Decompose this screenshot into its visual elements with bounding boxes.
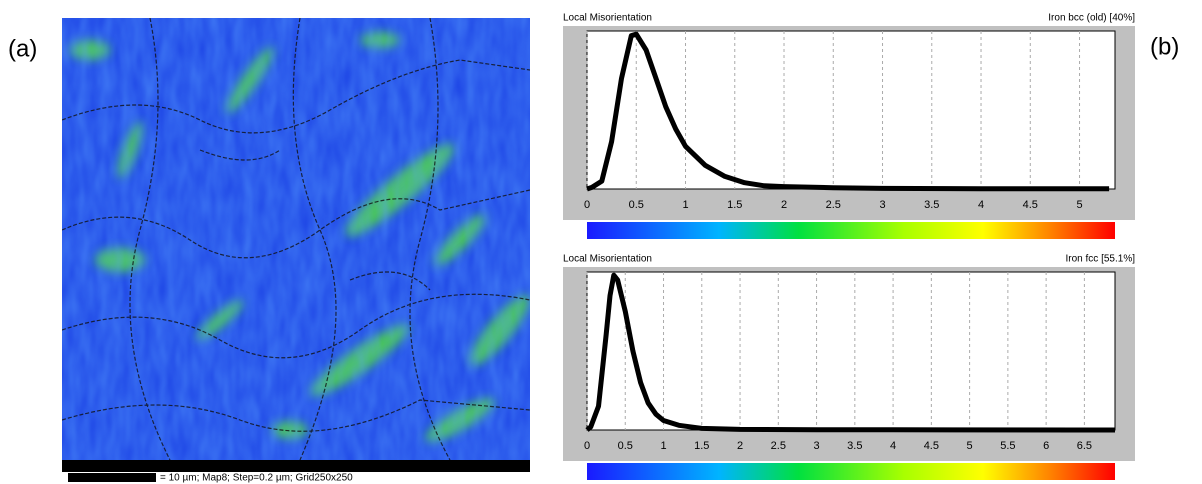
x-tick-label: 1 <box>660 440 666 452</box>
scale-bar <box>68 473 156 482</box>
plot-area <box>586 271 1116 431</box>
x-tick-label: 2 <box>737 440 743 452</box>
x-tick-label: 3.5 <box>847 440 862 452</box>
chart-title: Local Misorientation <box>563 13 652 24</box>
chart-title: Local Misorientation <box>563 254 652 265</box>
x-tick-label: 3.5 <box>924 199 939 211</box>
distribution-line <box>585 272 1116 433</box>
x-tick-label: 2.5 <box>771 440 786 452</box>
color-bar <box>587 463 1115 480</box>
x-tick-label: 1.5 <box>727 199 742 211</box>
map-footer <box>62 460 530 472</box>
x-tick-label: 6 <box>1043 440 1049 452</box>
distribution-line <box>586 31 1110 192</box>
chart-subtitle: Iron bcc (old) [40%] <box>1048 13 1135 24</box>
x-tick-label: 2.5 <box>826 199 841 211</box>
panel-label: (a) <box>8 35 37 62</box>
chart-subtitle: Iron fcc [55.1%] <box>1066 254 1136 265</box>
x-tick-label: 1.5 <box>694 440 709 452</box>
panel-label: (b) <box>1150 33 1179 60</box>
x-tick-label: 2 <box>781 199 787 211</box>
map-caption: = 10 µm; Map8; Step=0.2 µm; Grid250x250 <box>160 473 353 484</box>
x-tick-label: 5 <box>967 440 973 452</box>
x-tick-label: 4.5 <box>924 440 939 452</box>
x-tick-label: 0 <box>584 199 590 211</box>
x-tick-label: 6.5 <box>1077 440 1092 452</box>
x-tick-label: 0.5 <box>629 199 644 211</box>
color-bar <box>587 222 1115 239</box>
x-tick-label: 0.5 <box>618 440 633 452</box>
x-tick-label: 0 <box>584 440 590 452</box>
x-tick-label: 5.5 <box>1000 440 1015 452</box>
x-tick-label: 1 <box>682 199 688 211</box>
x-tick-label: 4.5 <box>1023 199 1038 211</box>
x-tick-label: 4 <box>978 199 984 211</box>
x-tick-label: 5 <box>1076 199 1082 211</box>
x-tick-label: 3 <box>879 199 885 211</box>
misorientation-map <box>62 18 530 460</box>
plot-area <box>586 30 1116 190</box>
x-tick-label: 3 <box>814 440 820 452</box>
x-tick-label: 4 <box>890 440 896 452</box>
